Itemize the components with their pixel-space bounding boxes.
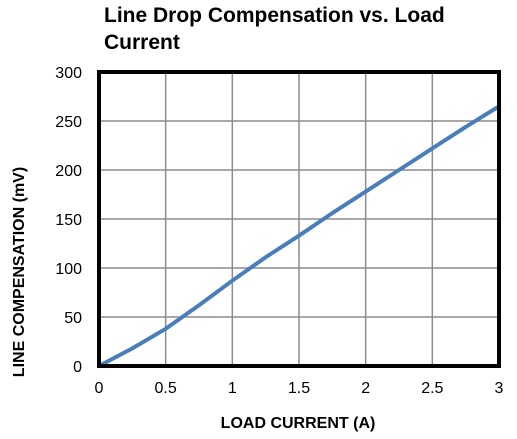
x-tick-label: 0.5: [155, 380, 177, 397]
tick-labels: 0 0.5 1 1.5 2 2.5 3 0 50 100 150 200 250 300: [55, 65, 503, 397]
x-tick-label: 3: [495, 380, 504, 397]
chart-title-line-1: Line Drop Compensation vs. Load: [104, 4, 445, 27]
y-tick-label: 100: [55, 261, 82, 278]
plot-area-frame: [97, 70, 501, 368]
x-tick-label: 2: [361, 380, 370, 397]
y-tick-label: 300: [55, 65, 82, 82]
y-tick-label: 0: [73, 359, 82, 376]
x-tick-label: 1: [228, 380, 237, 397]
x-axis-label: LOAD CURRENT (A): [221, 415, 376, 432]
y-tick-label: 50: [64, 310, 82, 327]
y-axis-label: LINE COMPENSATION (mV): [11, 167, 28, 377]
y-tick-label: 200: [55, 163, 82, 180]
y-tick-label: 150: [55, 212, 82, 229]
data-series: [97, 104, 501, 368]
y-tick-label: 250: [55, 114, 82, 131]
x-tick-label: 2.5: [421, 380, 443, 397]
x-tick-label: 1.5: [288, 380, 310, 397]
x-tick-label: 0: [95, 380, 104, 397]
series-line: [97, 104, 501, 368]
chart-title-line-2: Current: [104, 31, 180, 54]
